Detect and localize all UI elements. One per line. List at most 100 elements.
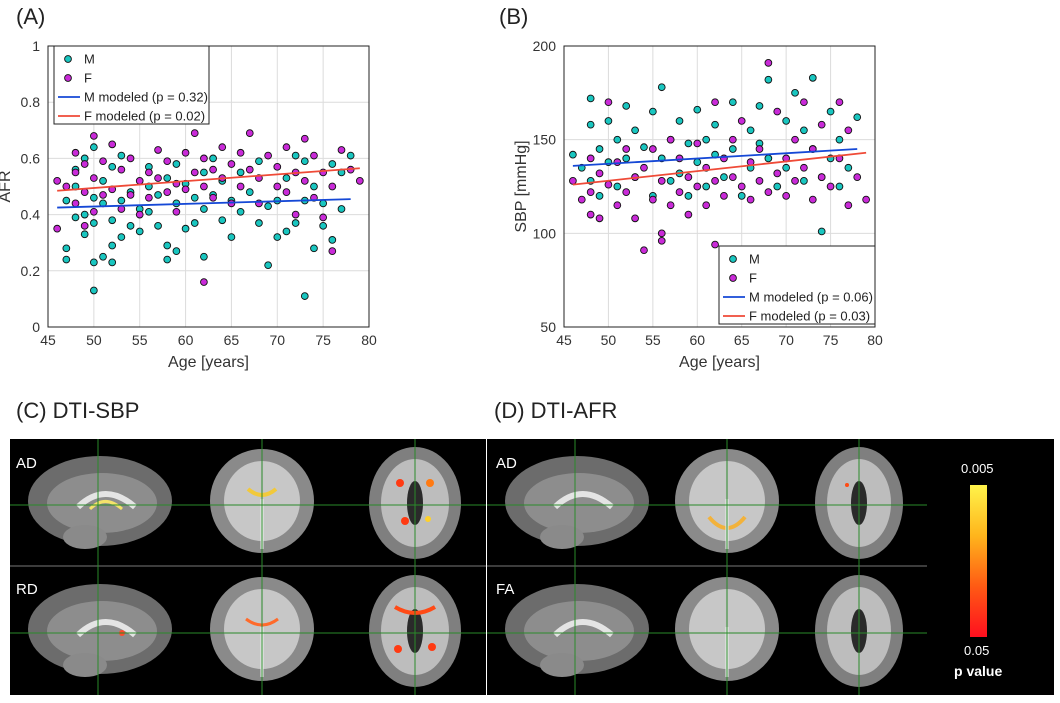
data-point-m	[273, 233, 282, 241]
data-point-f	[236, 148, 245, 157]
y-tick-label: 200	[533, 38, 557, 54]
data-point-f	[782, 192, 790, 200]
data-point-f	[190, 168, 199, 177]
legend-entry: F modeled (p = 0.02)	[84, 109, 205, 124]
data-point-f	[622, 188, 631, 196]
data-point-f	[337, 146, 346, 154]
x-axis-label: Age [years]	[168, 354, 249, 371]
data-point-f	[126, 154, 135, 163]
legend-box	[53, 45, 210, 125]
data-point-m	[817, 227, 826, 236]
data-point-f	[853, 173, 862, 181]
data-point-f	[90, 132, 98, 140]
x-tick-label: 50	[86, 332, 102, 348]
x-tick-label: 45	[556, 332, 572, 348]
data-point-m	[154, 191, 162, 199]
data-point-m	[108, 258, 117, 267]
data-point-m	[90, 258, 98, 267]
x-tick-label: 45	[40, 332, 56, 348]
data-point-f	[728, 173, 737, 181]
x-tick-label: 70	[269, 332, 285, 348]
data-point-m	[310, 244, 318, 253]
data-point-m	[604, 117, 613, 125]
panel-d-label: (D) DTI-AFR	[494, 398, 618, 423]
data-point-m	[135, 227, 144, 236]
data-point-f	[282, 143, 291, 152]
data-point-f	[595, 169, 604, 178]
data-point-m	[791, 88, 799, 97]
data-point-f	[817, 120, 826, 129]
y-tick-label: 50	[540, 319, 556, 335]
data-point-m	[117, 151, 126, 160]
data-point-f	[808, 195, 817, 204]
data-point-f	[569, 177, 577, 185]
x-tick-label: 80	[867, 332, 883, 348]
panel-c-label: (C) DTI-SBP	[16, 398, 140, 423]
data-point-m	[782, 117, 790, 125]
data-point-f	[791, 177, 799, 185]
data-point-m	[108, 241, 117, 250]
data-point-m	[80, 230, 89, 239]
data-point-f	[355, 177, 364, 185]
data-point-m	[755, 102, 764, 110]
data-point-m	[666, 177, 675, 185]
data-point-m	[145, 207, 153, 216]
data-point-m	[684, 139, 693, 148]
data-point-m	[172, 247, 181, 255]
chart-a: 45 50 55 60 65 70 75 80 0 0.2 0.4 0.6 0.8 1 Age [years…	[0, 38, 377, 371]
colorbar-bottom-label: 0.05	[964, 643, 990, 658]
plot-frame	[563, 45, 876, 328]
data-point-f	[145, 168, 153, 177]
x-tick-label: 75	[823, 332, 839, 348]
data-point-m	[586, 94, 595, 103]
data-point-m	[595, 192, 604, 200]
data-point-m	[200, 205, 208, 213]
data-point-f	[844, 126, 853, 135]
data-point-f	[862, 195, 870, 204]
x-tick-label: 60	[689, 332, 705, 348]
data-point-m	[99, 177, 107, 185]
data-point-f	[702, 201, 711, 210]
data-point-f	[649, 195, 657, 204]
brain-sagittal-bottom	[28, 584, 172, 677]
data-point-m	[310, 182, 318, 191]
data-point-f	[181, 185, 190, 194]
data-point-f	[80, 221, 89, 230]
data-point-m	[80, 210, 89, 219]
data-point-f	[657, 177, 666, 185]
data-point-f	[586, 154, 595, 163]
data-point-f	[282, 188, 291, 196]
data-point-m	[702, 182, 711, 191]
legend-f-marker	[729, 274, 737, 282]
data-point-m	[300, 157, 309, 166]
data-point-f	[99, 191, 107, 199]
data-point-m	[835, 135, 844, 144]
data-point-m	[782, 163, 790, 172]
data-point-m	[181, 224, 190, 233]
data-point-m	[255, 157, 263, 166]
colorbar-gradient	[970, 485, 987, 637]
data-point-m	[569, 150, 577, 159]
data-point-m	[586, 120, 595, 129]
data-point-f	[163, 188, 172, 196]
legend-entry: M	[84, 52, 95, 67]
data-point-m	[702, 135, 711, 144]
data-point-f	[737, 117, 746, 125]
mri-c-row2-label: RD	[16, 581, 38, 598]
data-point-f	[800, 98, 808, 107]
data-point-f	[640, 246, 648, 255]
data-point-f	[844, 201, 853, 210]
data-point-m	[800, 177, 808, 185]
data-point-f	[53, 224, 62, 233]
data-point-m	[746, 126, 755, 135]
data-point-f	[586, 188, 595, 196]
data-point-m	[764, 154, 773, 163]
data-point-f	[755, 177, 764, 185]
brain-sagittal-top	[28, 456, 172, 549]
data-point-m	[319, 199, 327, 208]
y-tick-label: 0.2	[21, 263, 41, 279]
data-point-m	[319, 221, 327, 230]
data-point-f	[227, 160, 236, 168]
data-point-m	[90, 286, 98, 295]
panel-a-label: (A)	[16, 4, 46, 29]
